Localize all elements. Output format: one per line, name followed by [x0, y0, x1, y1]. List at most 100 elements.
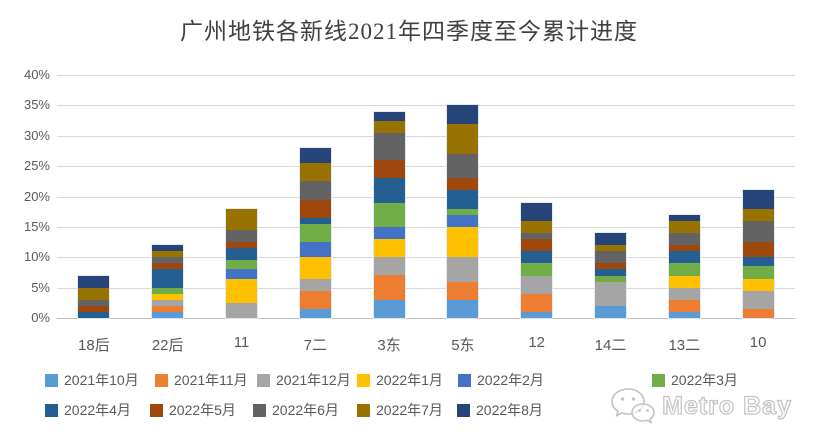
- x-axis-line: [57, 318, 795, 319]
- bar-segment-2021年11月: [373, 275, 405, 300]
- bar-segment-2021年10月: [668, 311, 700, 318]
- bar-segment-2021年10月: [152, 311, 184, 318]
- bar-segment-2022年2月: [299, 242, 331, 258]
- legend-label: 2022年5月: [169, 402, 236, 418]
- bar-14二: [595, 233, 626, 318]
- legend-item: 2021年11月: [155, 370, 248, 390]
- legend-swatch: [457, 403, 470, 417]
- x-tick-label-13二: 13二: [668, 337, 701, 354]
- bar-segment-2022年3月: [521, 263, 553, 276]
- bar-segment-2021年12月: [226, 302, 257, 318]
- bar-segment-2021年12月: [595, 281, 626, 306]
- x-tick-label-22后: 22后: [151, 337, 184, 354]
- bar-segment-2022年6月: [78, 299, 110, 306]
- bar-segment-2022年7月: [373, 120, 405, 133]
- legend-label: 2022年6月: [272, 402, 339, 418]
- x-tick-label-7二: 7二: [303, 337, 327, 354]
- bar-segment-2022年7月: [521, 220, 553, 234]
- legend-label: 2022年4月: [64, 402, 131, 418]
- bar-segment-2022年8月: [152, 245, 184, 252]
- bar-segment-2022年3月: [373, 202, 405, 227]
- bar-22后: [152, 245, 184, 318]
- legend-label: 2022年8月: [476, 402, 543, 418]
- x-tick-label-18后: 18后: [78, 337, 110, 354]
- bar-5东: [447, 105, 479, 318]
- bar-segment-2022年4月: [447, 190, 479, 209]
- legend-item: 2021年10月: [45, 370, 139, 390]
- bar-segment-2021年11月: [521, 293, 553, 312]
- bar-18后: [78, 275, 110, 318]
- bar-segment-2022年3月: [299, 223, 331, 243]
- bar-segment-2022年1月: [447, 226, 479, 258]
- bar-segment-2022年5月: [78, 305, 110, 312]
- bar-segment-2022年4月: [742, 257, 774, 267]
- bar-segment-2022年6月: [226, 229, 257, 243]
- bar-segment-2022年4月: [521, 251, 553, 264]
- bar-segment-2022年3月: [595, 275, 626, 282]
- bar-segment-2022年7月: [78, 287, 110, 300]
- bar-segment-2021年12月: [668, 287, 700, 300]
- bar-segment-2022年3月: [152, 287, 184, 294]
- bar-segment-2022年8月: [742, 190, 774, 209]
- bar-3东: [373, 111, 405, 318]
- y-tick-label: 20%: [23, 188, 50, 204]
- bar-segment-2022年5月: [226, 242, 257, 249]
- legend-item: 2022年5月: [150, 400, 236, 420]
- bar-segment-2022年2月: [226, 269, 257, 279]
- bar-segment-2021年10月: [373, 299, 405, 318]
- bar-segment-2022年6月: [299, 181, 331, 200]
- legend-swatch: [257, 373, 270, 387]
- bar-segment-2022年1月: [226, 278, 257, 303]
- bar-12: [521, 202, 553, 318]
- legend-swatch: [150, 403, 163, 417]
- y-tick-label: 10%: [23, 249, 50, 265]
- bar-segment-2021年12月: [447, 257, 479, 282]
- legend-item: 2022年6月: [253, 400, 339, 420]
- bar-segment-2022年6月: [668, 233, 700, 246]
- legend-label: 2021年12月: [276, 372, 351, 388]
- legend-swatch: [652, 373, 665, 387]
- chart-title: 广州地铁各新线2021年四季度至今累计进度: [180, 19, 638, 44]
- bar-segment-2022年5月: [668, 245, 700, 252]
- bar-segment-2021年11月: [668, 299, 700, 312]
- bar-segment-2022年8月: [447, 105, 479, 124]
- legend-item: 2022年7月: [357, 400, 443, 420]
- bar-segment-2022年7月: [299, 163, 331, 182]
- bar-segment-2022年5月: [373, 160, 405, 179]
- legend-item: 2022年4月: [45, 400, 131, 420]
- bar-segment-2022年8月: [668, 214, 700, 221]
- x-tick-label-12: 12: [528, 334, 546, 351]
- legend-label: 2022年3月: [671, 372, 738, 388]
- bar-segment-2022年3月: [226, 260, 257, 270]
- y-tick-label: 30%: [23, 127, 50, 143]
- legend-swatch: [357, 403, 370, 417]
- bar-segment-2022年8月: [373, 111, 405, 121]
- legend-label: 2022年7月: [376, 402, 443, 418]
- bar-segment-2022年3月: [668, 263, 700, 276]
- gridline: [57, 166, 795, 168]
- legend-swatch: [357, 373, 370, 387]
- bar-segment-2021年12月: [742, 290, 774, 309]
- bar-segment-2021年12月: [152, 299, 184, 306]
- gridline: [57, 287, 795, 289]
- y-tick-label: 5%: [31, 279, 50, 295]
- legend-item: 2022年8月: [457, 400, 543, 420]
- y-tick-label: 35%: [23, 97, 50, 113]
- bar-segment-2022年4月: [78, 311, 110, 318]
- bar-11: [226, 208, 257, 318]
- bar-segment-2022年4月: [668, 251, 700, 264]
- bar-segment-2022年2月: [373, 226, 405, 240]
- bar-segment-2021年12月: [521, 275, 553, 294]
- watermark-label: Metro Bay: [662, 391, 792, 420]
- y-tick-label: 25%: [23, 158, 50, 174]
- bar-segment-2022年4月: [373, 178, 405, 203]
- bar-segment-2022年5月: [742, 242, 774, 258]
- bar-segment-2022年5月: [521, 239, 553, 252]
- gridline: [57, 75, 795, 76]
- bar-segment-2021年12月: [373, 257, 405, 276]
- legend-item: 2021年12月: [257, 370, 351, 390]
- bar-segment-2022年6月: [152, 257, 184, 264]
- bar-segment-2021年11月: [152, 305, 184, 312]
- bar-segment-2022年1月: [152, 293, 184, 300]
- gridline: [57, 196, 795, 198]
